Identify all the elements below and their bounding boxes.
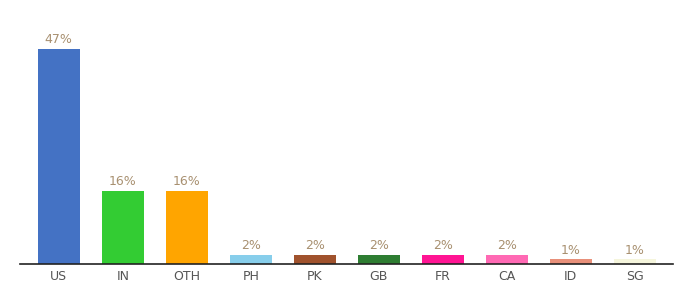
Text: 2%: 2% [433,239,453,252]
Bar [294,255,336,264]
Text: 1%: 1% [625,244,645,257]
Bar [614,260,656,264]
Bar [486,255,528,264]
Text: 16%: 16% [109,175,137,188]
Bar [358,255,400,264]
Text: 16%: 16% [173,175,201,188]
Bar [38,49,80,264]
Text: 2%: 2% [241,239,260,252]
Bar [230,255,271,264]
Text: 1%: 1% [561,244,581,257]
Bar [422,255,464,264]
Text: 2%: 2% [497,239,517,252]
Bar [102,190,143,264]
Text: 47%: 47% [45,33,73,46]
Text: 2%: 2% [305,239,325,252]
Bar [550,260,592,264]
Bar [166,190,207,264]
Text: 2%: 2% [369,239,389,252]
